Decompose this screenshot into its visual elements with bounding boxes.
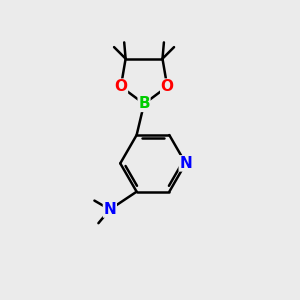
Text: N: N	[103, 202, 116, 217]
Text: N: N	[179, 156, 192, 171]
Text: O: O	[114, 79, 128, 94]
Text: B: B	[138, 96, 150, 111]
Text: O: O	[161, 79, 174, 94]
